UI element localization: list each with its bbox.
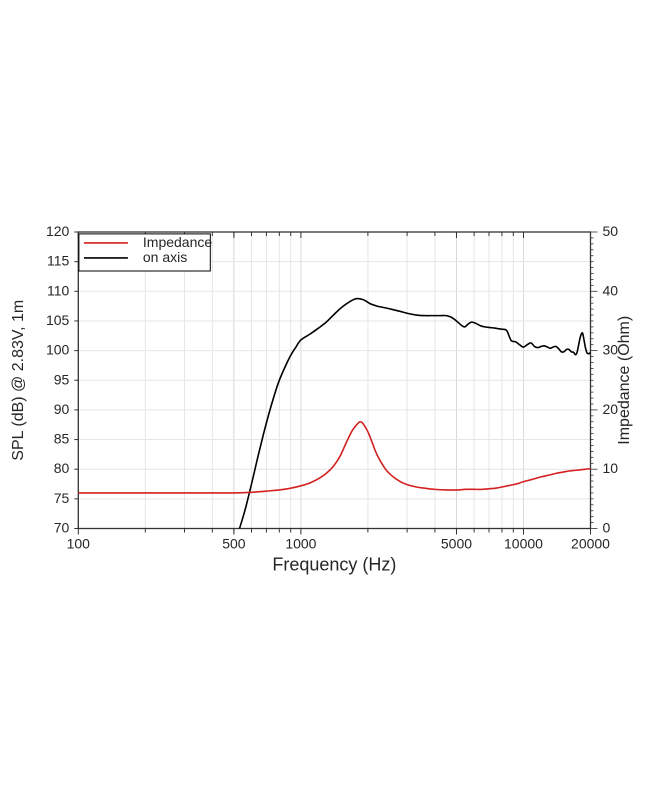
svg-text:20000: 20000 [571, 536, 610, 552]
svg-text:115: 115 [47, 253, 70, 269]
svg-text:40: 40 [603, 282, 619, 298]
svg-text:110: 110 [47, 282, 70, 298]
svg-text:105: 105 [46, 312, 70, 328]
svg-text:70: 70 [54, 520, 70, 536]
svg-text:120: 120 [46, 223, 70, 239]
svg-text:10: 10 [603, 460, 619, 476]
svg-text:95: 95 [54, 371, 70, 387]
svg-text:0: 0 [603, 520, 611, 536]
svg-text:Impedance: Impedance [143, 234, 212, 250]
svg-text:500: 500 [222, 536, 246, 552]
svg-text:5000: 5000 [441, 536, 472, 552]
svg-text:80: 80 [54, 460, 70, 476]
svg-text:100: 100 [67, 536, 91, 552]
svg-text:50: 50 [603, 223, 619, 239]
svg-text:10000: 10000 [504, 536, 543, 552]
svg-text:Impedance (Ohm): Impedance (Ohm) [616, 316, 633, 445]
svg-text:SPL (dB) @ 2.83V, 1m: SPL (dB) @ 2.83V, 1m [10, 300, 27, 461]
svg-text:75: 75 [54, 490, 70, 506]
svg-text:85: 85 [54, 431, 70, 447]
svg-text:Frequency (Hz): Frequency (Hz) [272, 555, 396, 575]
svg-text:100: 100 [46, 342, 70, 358]
svg-text:90: 90 [54, 401, 70, 417]
svg-text:1000: 1000 [285, 536, 316, 552]
svg-text:on axis: on axis [143, 249, 187, 265]
